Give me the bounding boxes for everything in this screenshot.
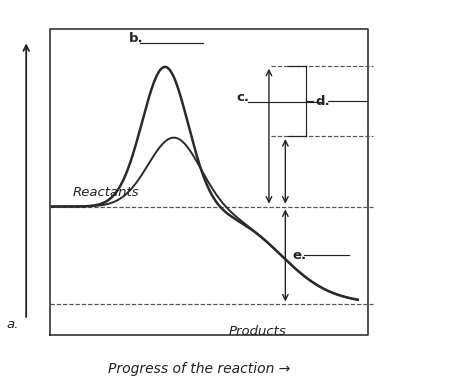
Text: e.: e. <box>292 249 307 262</box>
Text: Progress of the reaction →: Progress of the reaction → <box>109 362 291 376</box>
Text: a.: a. <box>6 318 18 331</box>
Text: Reactants: Reactants <box>73 186 140 199</box>
Text: d.: d. <box>316 95 330 108</box>
Text: Products: Products <box>229 325 287 338</box>
Text: c.: c. <box>236 91 249 104</box>
Text: b.: b. <box>128 32 143 45</box>
